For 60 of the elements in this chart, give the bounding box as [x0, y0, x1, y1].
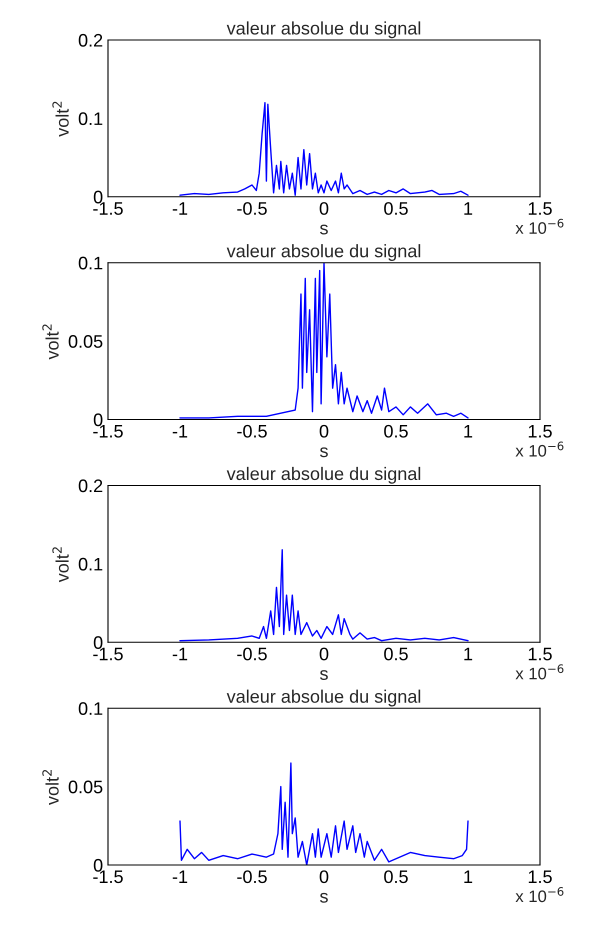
- x-tick-label: -1: [172, 202, 188, 215]
- x-axis-title: s: [320, 224, 328, 234]
- x-tick-label: 0: [320, 202, 328, 215]
- x-tick-label: -1: [172, 648, 188, 660]
- y-tick-label: 0: [94, 190, 102, 204]
- y-tick-label: 0.1: [78, 702, 102, 715]
- y-tick-label: 0.1: [78, 112, 102, 126]
- y-tick-label: 0.1: [78, 558, 102, 571]
- x-tick-label: -1.5: [93, 202, 123, 215]
- x-tick-label: -0.5: [237, 870, 267, 884]
- x-tick-label: -0.5: [237, 648, 267, 660]
- x-tick-label: 0: [320, 870, 328, 884]
- x-tick-label: 1: [464, 870, 472, 883]
- y-axis-title: volt$^{2}$: [42, 324, 59, 360]
- x-tick-label: 0: [320, 648, 328, 660]
- x-tick-label: -1: [172, 870, 188, 883]
- text: x 10$^{−6}$: [516, 441, 564, 457]
- y-tick-label: 0.05: [68, 780, 102, 794]
- y-tick-label: 0: [94, 636, 102, 649]
- x-tick-label: 1: [464, 648, 472, 660]
- x-tick-label: 0: [320, 424, 328, 438]
- x-tick-label: 0.5: [384, 202, 408, 215]
- x-tick-label: -0.5: [237, 202, 267, 215]
- text: x 10$^{−6}$: [516, 886, 564, 902]
- y-tick-label: 0: [94, 858, 102, 872]
- x-tick-label: -1.5: [93, 648, 123, 660]
- chart-title: valeur absolue du signal: [226, 21, 420, 38]
- x-tick-label: 1.5: [528, 425, 552, 438]
- y-tick-label: 0.05: [68, 335, 102, 348]
- text: x 10$^{−6}$: [516, 664, 564, 680]
- x-axis-title: s: [320, 892, 328, 903]
- x-tick-label: 1.5: [528, 648, 552, 660]
- y-axis-title: volt$^{2}$: [52, 547, 69, 582]
- y-axis-title: volt$^{2}$: [52, 102, 69, 137]
- chart-title: valeur absolue du signal: [226, 244, 420, 261]
- y-axis-title: volt$^{2}$: [42, 770, 59, 805]
- x-axis-title: s: [320, 670, 328, 680]
- x-axis-title: s: [320, 447, 328, 458]
- x-tick-label: 1: [464, 202, 472, 215]
- x-tick-label: 0.5: [384, 648, 408, 660]
- chart-title: valeur absolue du signal: [226, 690, 420, 706]
- x-tick-label: -1.5: [93, 870, 123, 884]
- x-tick-label: 1.5: [528, 870, 552, 884]
- line-series: [179, 262, 469, 419]
- y-tick-label: 0: [94, 413, 102, 426]
- line-series: [179, 102, 469, 196]
- x-tick-label: 1.5: [528, 202, 552, 215]
- line-series: [179, 549, 469, 642]
- text: x 10$^{−6}$: [516, 218, 564, 234]
- x-tick-label: -1.5: [93, 425, 123, 438]
- y-tick-label: 0.2: [78, 34, 102, 47]
- chart-title: valeur absolue du signal: [226, 466, 420, 484]
- x-tick-label: 0.5: [384, 870, 408, 884]
- y-tick-label: 0.2: [78, 479, 102, 492]
- x-tick-label: -0.5: [237, 424, 267, 438]
- x-tick-label: 0.5: [384, 424, 408, 438]
- line-series: [179, 762, 469, 865]
- x-tick-label: -1: [172, 425, 188, 438]
- x-tick-label: 1: [464, 425, 472, 438]
- y-tick-label: 0.1: [78, 256, 102, 270]
